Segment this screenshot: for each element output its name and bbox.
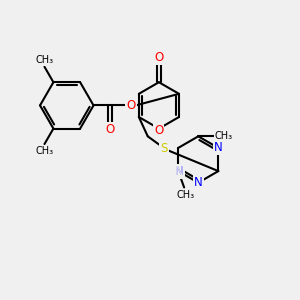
Text: CH₃: CH₃ [214,131,232,141]
Text: N: N [214,141,223,154]
Text: CH₃: CH₃ [177,190,195,200]
Text: N: N [175,165,184,178]
Text: CH₃: CH₃ [35,55,53,65]
Text: S: S [160,142,168,155]
Text: CH₃: CH₃ [35,146,53,156]
Text: O: O [154,51,164,64]
Text: N: N [175,165,184,178]
Text: N: N [194,176,203,189]
Text: O: O [105,123,115,136]
Text: O: O [154,124,164,136]
Text: N: N [214,141,223,154]
Text: O: O [126,99,136,112]
